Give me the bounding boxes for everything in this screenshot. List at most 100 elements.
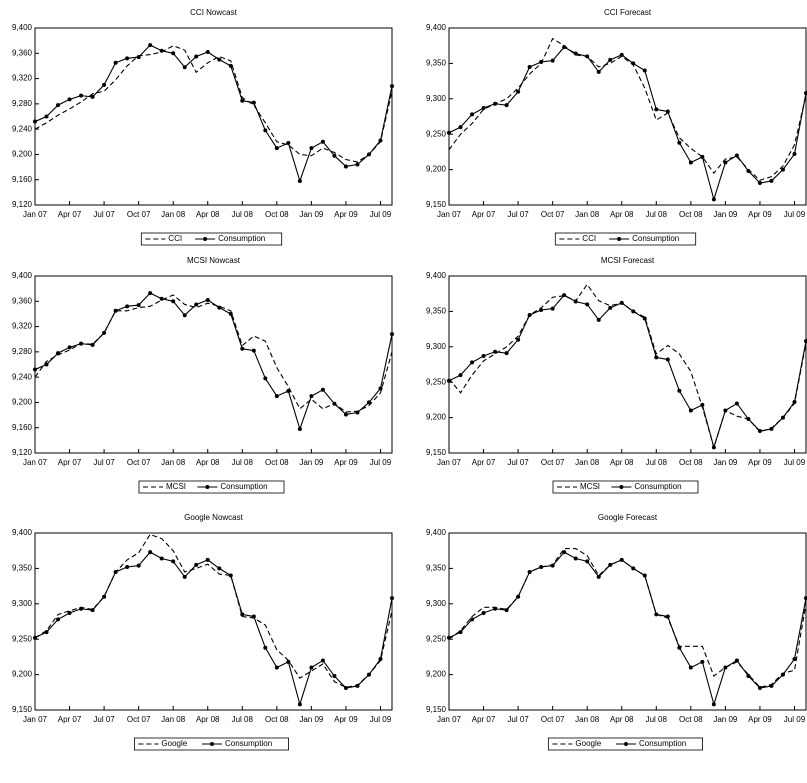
point (573, 51, 578, 56)
x-tick-label: Oct 07 (127, 210, 151, 219)
point (665, 357, 670, 362)
point (102, 330, 107, 335)
point (355, 162, 360, 167)
point (33, 635, 37, 640)
x-tick-label: Jul 08 (232, 210, 254, 219)
x-tick-label: Jan 08 (161, 210, 186, 219)
point (769, 683, 774, 688)
y-tick-label: 9,240 (12, 124, 33, 133)
point (654, 107, 659, 112)
point (700, 402, 705, 407)
point (631, 61, 636, 66)
point (688, 665, 693, 670)
y-tick-label: 9,150 (426, 200, 447, 209)
point (332, 153, 337, 158)
point (194, 562, 199, 567)
point (804, 91, 807, 96)
point (700, 659, 705, 664)
x-tick-label: Jan 09 (299, 458, 324, 467)
series-line (34, 551, 393, 707)
point (608, 305, 613, 310)
plot-frame (448, 532, 807, 711)
y-tick-label: 9,400 (426, 528, 447, 537)
point (390, 332, 394, 337)
point (332, 401, 337, 406)
point (527, 64, 532, 69)
point (240, 612, 245, 617)
x-tick-label: Jan 09 (713, 458, 738, 467)
x-tick-label: Jan 08 (161, 715, 186, 724)
y-tick-label: 9,200 (12, 670, 33, 679)
chart-title: MCSI Forecast (601, 256, 655, 265)
series-line (34, 294, 393, 413)
point (136, 55, 141, 60)
point (274, 665, 279, 670)
x-tick-label: Apr 08 (196, 210, 220, 219)
y-tick-label: 9,400 (12, 528, 33, 537)
x-tick-label: Jul 08 (232, 458, 254, 467)
series-line (34, 45, 393, 163)
x-tick-label: Jan 09 (299, 715, 324, 724)
point (79, 606, 84, 611)
point (539, 564, 544, 569)
x-tick-label: Jul 07 (93, 458, 115, 467)
point (585, 302, 590, 307)
point (378, 386, 383, 391)
point (33, 367, 37, 372)
x-tick-label: Apr 08 (610, 715, 634, 724)
point (309, 146, 314, 151)
legend-marker (617, 237, 622, 241)
point (688, 160, 693, 165)
point (493, 349, 498, 354)
point (493, 606, 498, 611)
chart-title: MCSI Nowcast (187, 256, 241, 265)
point (688, 408, 693, 413)
point (148, 291, 153, 296)
point (56, 351, 61, 356)
point (90, 342, 95, 347)
x-tick-label: Apr 09 (748, 210, 772, 219)
legend-label: Google (575, 739, 601, 748)
point (504, 103, 509, 108)
point (67, 345, 72, 350)
plot-frame (34, 275, 393, 454)
point (654, 612, 659, 617)
y-tick-label: 9,120 (12, 448, 33, 457)
point (228, 311, 233, 316)
y-tick-label: 9,160 (12, 423, 33, 432)
legend-marker (205, 485, 210, 489)
point (711, 445, 716, 450)
point (102, 594, 107, 599)
point (757, 686, 762, 691)
y-tick-label: 9,250 (426, 634, 447, 643)
point (665, 109, 670, 114)
point (470, 360, 475, 365)
y-tick-label: 9,120 (12, 200, 33, 209)
x-tick-label: Jan 08 (575, 458, 600, 467)
legend-label: Consumption (225, 739, 272, 748)
series-line (34, 44, 393, 183)
x-tick-label: Jan 07 (23, 210, 48, 219)
x-tick-label: Apr 07 (58, 210, 82, 219)
x-tick-label: Jan 09 (713, 210, 738, 219)
x-tick-label: Oct 07 (127, 458, 151, 467)
point (447, 635, 451, 640)
y-tick-label: 9,400 (12, 271, 33, 280)
point (447, 130, 451, 135)
plot-frame (34, 27, 393, 206)
point (481, 106, 486, 111)
point (205, 50, 210, 55)
point (711, 702, 716, 707)
point (470, 112, 475, 117)
point (171, 299, 176, 304)
point (240, 346, 245, 351)
point (596, 317, 601, 322)
x-tick-label: Apr 08 (610, 458, 634, 467)
point (263, 128, 268, 133)
point (562, 45, 567, 50)
point (286, 659, 291, 664)
point (481, 611, 486, 616)
point (125, 304, 130, 309)
legend-label: MCSI (166, 482, 186, 491)
point (619, 557, 624, 562)
